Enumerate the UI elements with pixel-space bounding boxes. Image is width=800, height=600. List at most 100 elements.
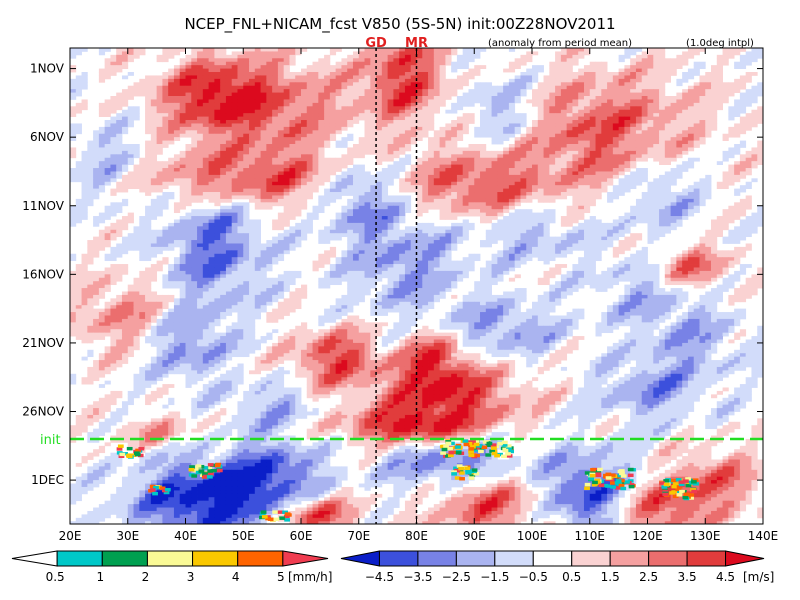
anomaly-cell xyxy=(150,106,158,111)
anomaly-cell xyxy=(612,147,620,152)
anomaly-cell xyxy=(422,58,429,63)
anomaly-cell xyxy=(480,164,487,169)
anomaly-cell xyxy=(618,161,625,165)
anomaly-cell xyxy=(399,51,406,56)
anomaly-cell xyxy=(364,130,371,135)
anomaly-cell xyxy=(549,126,556,131)
anomaly-cell xyxy=(104,212,111,217)
anomaly-cell xyxy=(254,51,261,56)
anomaly-cell xyxy=(191,109,198,114)
anomaly-cell xyxy=(670,68,677,73)
anomaly-cell xyxy=(295,75,302,80)
anomaly-cell xyxy=(451,68,458,73)
anomaly-cell xyxy=(659,216,666,220)
anomaly-cell xyxy=(630,120,637,124)
anomaly-cell xyxy=(716,75,723,80)
anomaly-cell xyxy=(739,161,747,165)
anomaly-cell xyxy=(81,102,88,107)
anomaly-cell xyxy=(179,61,186,66)
anomaly-cell xyxy=(220,219,227,224)
anomaly-cell xyxy=(202,150,209,155)
anomaly-cell xyxy=(301,202,308,207)
anomaly-cell xyxy=(578,144,585,148)
anomaly-cell xyxy=(283,113,290,117)
anomaly-cell xyxy=(705,106,712,111)
anomaly-cell xyxy=(745,216,752,220)
anomaly-cell xyxy=(162,113,169,117)
anomaly-cell xyxy=(381,75,389,80)
anomaly-cell xyxy=(358,198,365,203)
anomaly-cell xyxy=(514,99,521,104)
anomaly-cell xyxy=(301,144,308,148)
anomaly-cell xyxy=(127,72,134,76)
anomaly-cell xyxy=(664,181,671,186)
anomaly-cell xyxy=(664,161,671,165)
anomaly-cell xyxy=(370,147,377,152)
anomaly-cell xyxy=(566,48,573,52)
anomaly-cell xyxy=(179,85,186,90)
anomaly-cell xyxy=(289,181,296,186)
anomaly-cell xyxy=(757,150,763,155)
anomaly-cell xyxy=(468,222,475,227)
anomaly-cell xyxy=(347,85,354,90)
anomaly-cell xyxy=(595,113,602,117)
anomaly-cell xyxy=(220,164,227,169)
anomaly-cell xyxy=(162,168,169,172)
anomaly-cell xyxy=(520,58,527,63)
anomaly-cell xyxy=(387,89,394,93)
anomaly-cell xyxy=(70,209,77,214)
anomaly-cell xyxy=(179,58,186,63)
anomaly-cell xyxy=(387,222,394,227)
anomaly-cell xyxy=(179,222,186,227)
anomaly-cell xyxy=(81,75,88,80)
anomaly-cell xyxy=(595,68,602,73)
anomaly-cell xyxy=(347,102,354,107)
anomaly-cell xyxy=(110,161,117,165)
anomaly-cell xyxy=(179,106,186,111)
anomaly-cell xyxy=(641,82,648,87)
anomaly-cell xyxy=(722,212,729,217)
anomaly-cell xyxy=(641,205,648,210)
anomaly-cell xyxy=(376,113,383,117)
anomaly-cell xyxy=(179,109,186,114)
anomaly-cell xyxy=(428,106,435,111)
anomaly-cell xyxy=(254,126,261,131)
anomaly-cell xyxy=(433,89,440,93)
anomaly-cell xyxy=(451,168,458,172)
anomaly-cell xyxy=(705,109,712,114)
anomaly-cell xyxy=(202,209,209,214)
anomaly-cell xyxy=(197,85,204,90)
anomaly-cell xyxy=(624,144,631,148)
anomaly-cell xyxy=(341,181,348,186)
anomaly-cell xyxy=(480,147,487,152)
anomaly-cell xyxy=(289,209,296,214)
anomaly-cell xyxy=(364,195,371,200)
anomaly-cell xyxy=(439,202,446,207)
anomaly-cell xyxy=(364,178,371,183)
anomaly-cell xyxy=(670,61,677,66)
anomaly-cell xyxy=(635,147,643,152)
anomaly-cell xyxy=(445,58,452,63)
anomaly-cell xyxy=(439,198,446,203)
anomaly-cell xyxy=(745,78,752,83)
anomaly-cell xyxy=(260,82,267,87)
anomaly-cell xyxy=(751,72,758,76)
anomaly-cell xyxy=(578,48,585,52)
anomaly-cell xyxy=(145,205,152,210)
anomaly-cell xyxy=(352,89,360,93)
anomaly-cell xyxy=(601,150,608,155)
anomaly-cell xyxy=(214,219,221,224)
anomaly-cell xyxy=(508,168,516,172)
anomaly-cell xyxy=(324,120,331,124)
anomaly-cell xyxy=(583,92,591,97)
anomaly-cell xyxy=(480,102,487,107)
anomaly-cell xyxy=(370,99,377,104)
anomaly-cell xyxy=(410,178,417,183)
anomaly-cell xyxy=(653,109,660,114)
anomaly-cell xyxy=(612,161,620,165)
anomaly-cell xyxy=(301,140,308,145)
anomaly-cell xyxy=(277,65,285,69)
anomaly-cell xyxy=(260,147,267,152)
anomaly-cell xyxy=(116,161,123,165)
anomaly-cell xyxy=(139,174,146,179)
